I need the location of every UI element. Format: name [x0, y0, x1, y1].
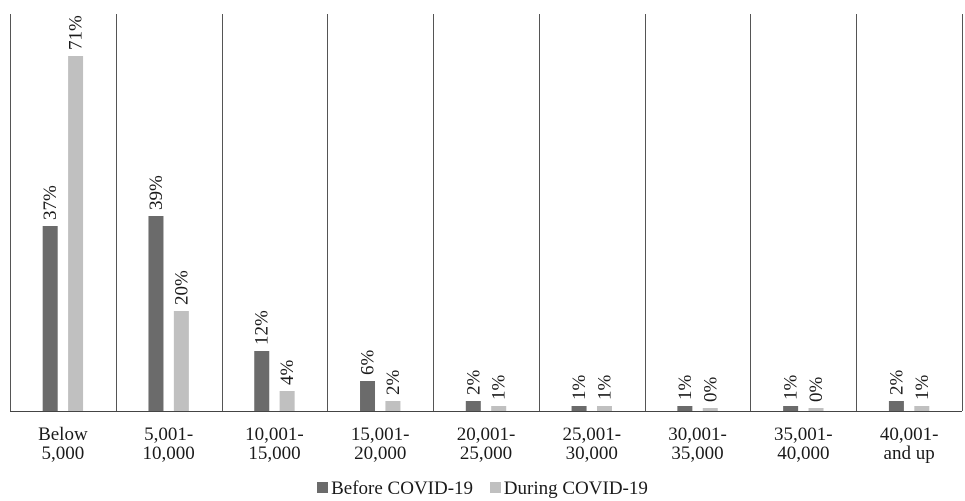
data-label-during: 71%	[66, 15, 87, 50]
data-label-before: 1%	[569, 375, 590, 401]
bar-during	[68, 56, 84, 411]
bar-during	[596, 406, 612, 411]
data-label-before: 37%	[40, 185, 61, 220]
bar-before	[360, 381, 376, 411]
bar-before	[783, 406, 799, 411]
bar-during	[491, 406, 507, 411]
x-tick-label: 15,001-	[351, 424, 410, 445]
data-label-during: 0%	[700, 377, 721, 403]
data-label-during: 1%	[912, 375, 933, 401]
bar-during	[914, 406, 930, 411]
x-tick-label: 5,000	[42, 443, 85, 464]
bar-during	[385, 401, 401, 411]
x-tick-label: 40,000	[777, 443, 829, 464]
bar-during	[808, 408, 824, 411]
bar-before	[148, 216, 164, 411]
data-label-during: 1%	[594, 375, 615, 401]
bar-before	[254, 351, 270, 411]
data-label-before: 1%	[675, 375, 696, 401]
bar-during	[702, 408, 718, 411]
data-label-before: 1%	[781, 375, 802, 401]
x-tick-label: 20,001-	[457, 424, 516, 445]
data-label-during: 0%	[806, 377, 827, 403]
legend-swatch-during	[489, 482, 501, 493]
x-tick-label: 35,001-	[774, 424, 833, 445]
bar-during	[279, 391, 295, 411]
legend: Before COVID-19 During COVID-19	[0, 477, 965, 501]
x-tick-label: 15,000	[248, 443, 300, 464]
data-label-before: 39%	[146, 175, 167, 210]
x-tick-label: 5,001-	[144, 424, 193, 445]
legend-swatch-before	[317, 482, 329, 493]
x-tick-label: 20,000	[354, 443, 406, 464]
legend-label-during: During COVID-19	[503, 478, 648, 499]
data-label-before: 2%	[886, 370, 907, 396]
legend-item-before: Before COVID-19	[317, 477, 473, 501]
data-label-during: 20%	[171, 270, 192, 305]
x-tick-label: 30,000	[566, 443, 618, 464]
legend-item-during: During COVID-19	[489, 477, 648, 501]
x-tick-label: Below	[38, 424, 88, 445]
data-label-before: 2%	[463, 370, 484, 396]
data-label-before: 6%	[358, 350, 379, 376]
bar-during	[173, 311, 189, 411]
x-tick-label: and up	[884, 443, 935, 464]
x-tick-label: 25,000	[460, 443, 512, 464]
x-tick-label: 35,000	[671, 443, 723, 464]
data-label-before: 12%	[252, 310, 273, 345]
x-tick-label: 25,001-	[562, 424, 621, 445]
bar-before	[571, 406, 587, 411]
data-label-during: 1%	[489, 375, 510, 401]
data-label-during: 4%	[277, 360, 298, 386]
legend-label-before: Before COVID-19	[331, 478, 474, 499]
bar-before	[42, 226, 58, 411]
x-tick-label: 10,001-	[245, 424, 304, 445]
x-tick-label: 30,001-	[668, 424, 727, 445]
x-tick-label: 10,000	[143, 443, 195, 464]
bar-before	[888, 401, 904, 411]
bar-before	[465, 401, 481, 411]
x-tick-label: 40,001-	[880, 424, 939, 445]
bar-before	[677, 406, 693, 411]
data-label-during: 2%	[383, 370, 404, 396]
